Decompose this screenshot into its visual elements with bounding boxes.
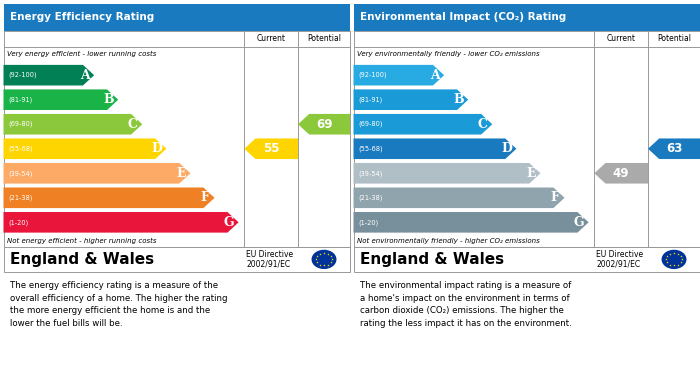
Text: 69: 69	[316, 118, 332, 131]
Bar	[354, 31, 700, 247]
Polygon shape	[4, 90, 118, 110]
Text: F: F	[551, 191, 559, 204]
Text: EU Directive: EU Directive	[246, 250, 293, 259]
Text: A: A	[430, 69, 440, 82]
Text: Potential: Potential	[307, 34, 341, 43]
Polygon shape	[4, 188, 215, 208]
Text: The energy efficiency rating is a measure of the
overall efficiency of a home. T: The energy efficiency rating is a measur…	[10, 282, 228, 328]
Text: Not energy efficient - higher running costs: Not energy efficient - higher running co…	[7, 238, 157, 244]
Text: 2002/91/EC: 2002/91/EC	[596, 260, 640, 269]
Text: (55-68): (55-68)	[358, 145, 384, 152]
Polygon shape	[354, 138, 517, 159]
Bar	[354, 247, 700, 272]
Text: (21-38): (21-38)	[358, 195, 383, 201]
Text: (81-91): (81-91)	[358, 97, 383, 103]
Text: Very environmentally friendly - lower CO₂ emissions: Very environmentally friendly - lower CO…	[357, 51, 540, 57]
Bar	[4, 4, 350, 31]
Text: England & Wales: England & Wales	[10, 252, 155, 267]
Text: E: E	[176, 167, 186, 180]
Text: 49: 49	[613, 167, 629, 180]
Text: (55-68): (55-68)	[8, 145, 34, 152]
Polygon shape	[4, 65, 94, 86]
Text: (1-20): (1-20)	[358, 219, 379, 226]
Polygon shape	[354, 212, 589, 233]
Text: G: G	[574, 216, 584, 229]
Text: D: D	[151, 142, 162, 155]
Circle shape	[312, 250, 337, 269]
Text: Very energy efficient - lower running costs: Very energy efficient - lower running co…	[7, 51, 156, 57]
Text: The environmental impact rating is a measure of
a home's impact on the environme: The environmental impact rating is a mea…	[360, 282, 572, 328]
Polygon shape	[4, 138, 167, 159]
Polygon shape	[354, 90, 468, 110]
Text: 63: 63	[666, 142, 682, 155]
Text: C: C	[128, 118, 138, 131]
Text: 2002/91/EC: 2002/91/EC	[246, 260, 290, 269]
Text: E: E	[526, 167, 536, 180]
Polygon shape	[244, 138, 298, 159]
Polygon shape	[354, 163, 540, 184]
Bar	[354, 4, 700, 31]
Bar	[4, 247, 350, 272]
Text: (39-54): (39-54)	[8, 170, 33, 176]
Polygon shape	[354, 114, 492, 135]
Text: A: A	[80, 69, 90, 82]
Text: (92-100): (92-100)	[358, 72, 387, 79]
Text: EU Directive: EU Directive	[596, 250, 643, 259]
Circle shape	[662, 250, 687, 269]
Text: (69-80): (69-80)	[8, 121, 33, 127]
Text: G: G	[224, 216, 234, 229]
Text: Current: Current	[257, 34, 286, 43]
Polygon shape	[298, 114, 350, 135]
Polygon shape	[354, 65, 444, 86]
Text: (1-20): (1-20)	[8, 219, 29, 226]
Text: Not environmentally friendly - higher CO₂ emissions: Not environmentally friendly - higher CO…	[357, 238, 540, 244]
Bar	[4, 31, 350, 247]
Text: England & Wales: England & Wales	[360, 252, 505, 267]
Polygon shape	[594, 163, 648, 184]
Polygon shape	[4, 114, 142, 135]
Polygon shape	[4, 212, 239, 233]
Text: F: F	[201, 191, 209, 204]
Polygon shape	[4, 163, 190, 184]
Text: (69-80): (69-80)	[358, 121, 383, 127]
Text: Potential: Potential	[657, 34, 691, 43]
Text: Environmental Impact (CO₂) Rating: Environmental Impact (CO₂) Rating	[360, 13, 567, 22]
Text: B: B	[454, 93, 464, 106]
Text: B: B	[104, 93, 114, 106]
Text: (92-100): (92-100)	[8, 72, 37, 79]
Text: C: C	[478, 118, 488, 131]
Text: (39-54): (39-54)	[358, 170, 383, 176]
Text: Current: Current	[607, 34, 636, 43]
Text: (81-91): (81-91)	[8, 97, 33, 103]
Polygon shape	[648, 138, 700, 159]
Polygon shape	[354, 188, 565, 208]
Text: (21-38): (21-38)	[8, 195, 33, 201]
Text: Energy Efficiency Rating: Energy Efficiency Rating	[10, 13, 155, 22]
Text: 55: 55	[263, 142, 279, 155]
Text: D: D	[501, 142, 512, 155]
